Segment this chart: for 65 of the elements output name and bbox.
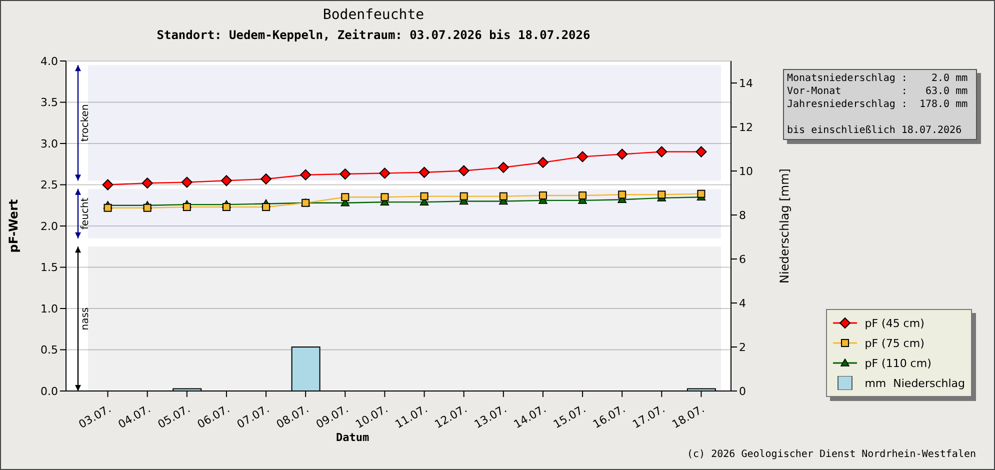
y2-tick-label: 0: [739, 384, 746, 398]
point: [181, 176, 192, 188]
point: [658, 190, 666, 199]
y-tick-label: 1.5: [40, 261, 58, 274]
point: [262, 203, 270, 212]
text: Vor-Monat : 63.0 mm: [787, 85, 969, 98]
band-label: feucht: [80, 198, 91, 230]
y-tick-label: 3.5: [40, 96, 58, 110]
point: [418, 166, 430, 178]
point: [460, 192, 468, 200]
point: [656, 146, 668, 158]
point: [102, 179, 114, 190]
point: [220, 175, 232, 186]
point: [340, 168, 351, 180]
point: [142, 178, 153, 189]
point: [618, 190, 626, 199]
text: Jahresniederschlag : 178.0 mm: [787, 98, 969, 111]
text: (c) 2026 Geologischer Dienst Nordrhein-Westfalen: [687, 449, 976, 460]
y2-tick-label: 2: [739, 340, 746, 354]
legend-label: pF (45 cm): [864, 316, 924, 330]
point: [380, 193, 389, 202]
y-tick-label: 4.0: [40, 54, 58, 68]
legend-label: mm Niederschlag: [864, 376, 965, 390]
point: [104, 204, 112, 212]
text: Monatsniederschlag : 2.0 mm: [787, 72, 969, 85]
point: [577, 151, 588, 162]
chart-subtitle: Standort: Uedem-Keppeln, Zeitraum: 03.07.2026 bis 18.07.2026: [156, 28, 592, 42]
y2-tick-label: 12: [739, 120, 753, 134]
y-tick-label: 3.0: [40, 137, 58, 150]
point: [578, 191, 587, 200]
legend-label: pF (110 cm): [864, 356, 932, 370]
y-tick-label: 2.0: [40, 220, 58, 233]
point: [143, 204, 152, 212]
point: [420, 192, 428, 200]
legend-label: pF (75 cm): [864, 336, 924, 350]
point: [538, 191, 547, 200]
y2-tick-label: 4: [739, 296, 746, 310]
point: [379, 168, 390, 179]
point: [341, 193, 350, 202]
y-tick-label: 0.0: [40, 384, 58, 398]
point: [697, 190, 706, 198]
y2-axis-title: Niederschlag [mm]: [777, 168, 792, 284]
y-tick-label: 1.0: [40, 302, 58, 316]
point: [498, 162, 509, 173]
y2-tick-label: 10: [739, 164, 753, 178]
point: [696, 146, 707, 158]
point: [458, 165, 470, 176]
point: [616, 148, 628, 160]
chart-title: Bodenfeuchte: [322, 7, 426, 23]
point: [537, 156, 548, 168]
band-label: nass: [80, 307, 91, 330]
text: bis einschließlich 18.07.2026: [787, 124, 963, 137]
x-axis-title: Datum: [336, 431, 370, 444]
band-label: trocken: [80, 104, 91, 142]
y-tick-label: 2.5: [40, 178, 58, 192]
y-tick-label: 0.5: [40, 344, 58, 357]
point: [300, 169, 312, 180]
y2-tick-label: 6: [739, 252, 746, 266]
point: [222, 203, 230, 212]
point: [182, 203, 191, 212]
point: [260, 173, 272, 184]
y2-tick-label: 14: [739, 76, 753, 90]
point: [499, 192, 508, 200]
y-axis-title: pF-Wert: [6, 199, 20, 253]
y2-tick-label: 8: [739, 208, 746, 222]
